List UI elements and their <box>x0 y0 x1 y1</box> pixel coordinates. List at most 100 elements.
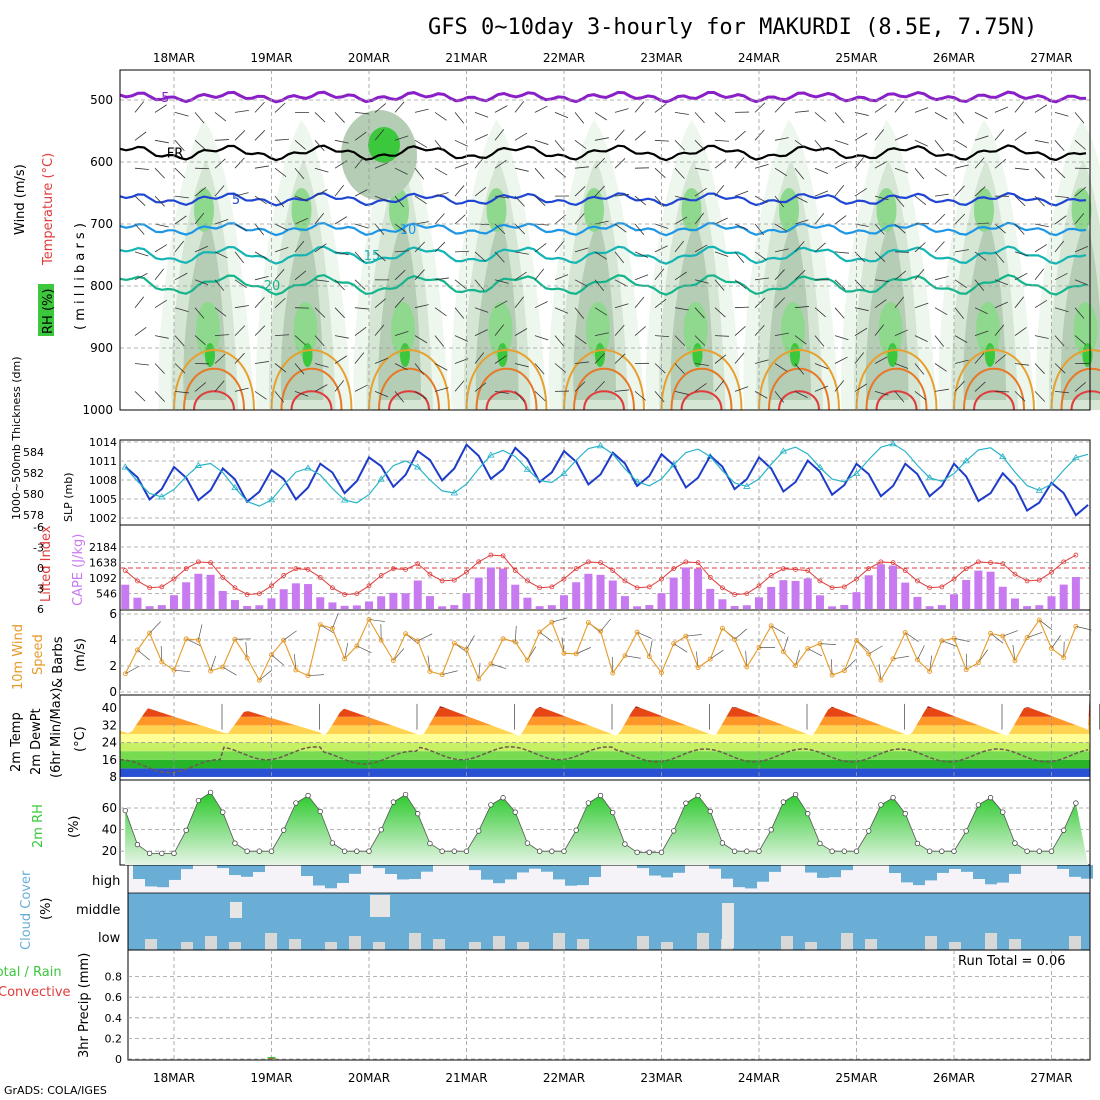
isotherm-warm <box>465 349 548 411</box>
wind-barb <box>794 195 808 203</box>
cloud-low-gap <box>289 939 301 950</box>
wind-barb <box>374 103 387 113</box>
wind-barb <box>994 301 1008 309</box>
cape-bar <box>718 599 727 609</box>
rh2m-marker <box>171 850 177 857</box>
cape-bar <box>401 593 410 609</box>
wind-barb <box>834 307 845 319</box>
cloud-high-bar <box>181 865 193 870</box>
wind-barb <box>754 359 769 364</box>
wind-barb <box>134 363 149 366</box>
cloud-high-bar <box>577 865 589 886</box>
wind-barb <box>794 269 806 281</box>
wind-barb <box>414 391 427 400</box>
upper-rh-label: RH (%) <box>41 289 56 334</box>
isotherm-warm <box>778 390 820 411</box>
wind-barb <box>754 324 765 336</box>
li-tick-label: -6 <box>33 521 44 534</box>
wind-barb <box>314 212 325 225</box>
rh-shade <box>692 343 703 367</box>
wind-barb <box>474 382 487 392</box>
wind-barb <box>254 276 269 281</box>
precip-panel-frame <box>127 949 1091 1061</box>
cape-bar <box>596 574 605 609</box>
wind10m-barb <box>1075 626 1092 631</box>
pressure-tick-label: 1000 <box>82 403 113 417</box>
wind-barb <box>154 167 166 179</box>
rh2m-marker <box>476 828 482 834</box>
wind-barb <box>154 268 165 281</box>
cape-bar <box>974 570 983 609</box>
wind-barb <box>634 251 648 258</box>
cape-bar <box>365 601 373 609</box>
rh2m-marker <box>378 827 384 833</box>
wind10m-barb <box>271 654 284 666</box>
date-label-top: 25MAR <box>835 51 877 65</box>
thickness-marker <box>121 463 129 470</box>
wind-barb <box>434 112 447 121</box>
cloud-high-bar <box>325 865 337 889</box>
wind-barb <box>874 391 889 396</box>
li-marker <box>768 573 774 578</box>
wind-barb <box>774 297 786 308</box>
cape-tick-label: 1092 <box>89 572 117 585</box>
slp-tick-label: 1014 <box>89 436 117 449</box>
rh2m-marker <box>914 840 921 847</box>
rh2m-marker <box>134 841 141 848</box>
wind10m-marker <box>220 664 226 670</box>
wind-barb <box>874 251 886 262</box>
cloud-panel: Cloud Cover (%) high middle low <box>19 864 1093 951</box>
wind10m-marker <box>329 625 335 631</box>
wind-barb <box>254 325 266 336</box>
wind-barb <box>374 298 386 309</box>
isotherm-warm <box>173 349 255 411</box>
cape-bar <box>413 580 422 609</box>
isotherm-warm <box>670 367 733 411</box>
wind-barb <box>134 273 148 281</box>
cloud-high-bar <box>217 865 229 869</box>
cape-bar <box>950 594 958 609</box>
isotherm-line <box>119 144 1087 162</box>
wind-barb <box>254 361 269 364</box>
wind-barb <box>1014 195 1026 207</box>
wind-barb <box>154 223 169 228</box>
wind10m-barb <box>245 642 248 659</box>
cape-bar <box>377 596 386 609</box>
wind-barb <box>774 223 788 232</box>
wind-barb <box>494 391 509 394</box>
cape-bar <box>998 586 1007 609</box>
wind-barb <box>554 274 569 281</box>
wind10m-barb <box>905 632 919 642</box>
wind10m-barb <box>1039 619 1053 630</box>
wind-barb <box>734 352 745 364</box>
wind-barb <box>954 359 969 364</box>
cloud-mid-gap <box>230 902 242 918</box>
wind-barb <box>634 274 649 281</box>
wind10m-marker <box>975 660 981 666</box>
wind-barb <box>634 195 647 206</box>
rh-legend-swatch <box>38 284 54 336</box>
pressure-tick-label: 900 <box>90 341 113 355</box>
rh-shade <box>1071 188 1092 232</box>
wind-barb <box>474 157 485 169</box>
wind-barb <box>894 296 905 308</box>
rh2m-marker <box>281 827 287 833</box>
wind-barb <box>894 195 905 208</box>
precip-panel: Total / Rain Convective 3hr Precip (mm) … <box>0 949 1091 1061</box>
wind-barb <box>334 380 345 392</box>
wind-barb <box>454 335 468 342</box>
cloud-low-gap <box>697 933 709 950</box>
wind-barb <box>954 164 969 169</box>
wind-barb <box>314 112 326 123</box>
wind-barb <box>794 139 807 149</box>
wind-barb <box>374 324 385 336</box>
wind-barb <box>754 297 766 308</box>
wind10m-marker <box>147 630 153 636</box>
wind-barb <box>454 163 469 169</box>
rh2m-marker <box>402 791 409 798</box>
wind-barb <box>674 335 686 346</box>
wind-barb <box>614 303 629 309</box>
wind-barb <box>874 129 885 141</box>
wind-barb <box>1014 327 1027 336</box>
wind-barb <box>734 251 745 263</box>
